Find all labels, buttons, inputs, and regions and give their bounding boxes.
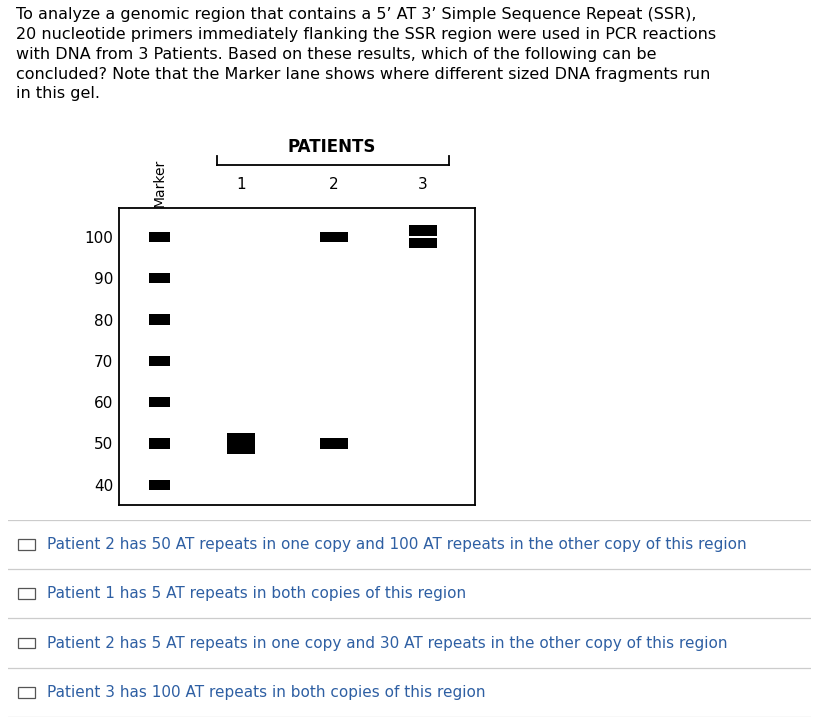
Bar [320, 438, 348, 449]
Bar [149, 397, 170, 407]
Bar [149, 273, 170, 283]
Bar [149, 356, 170, 366]
Bar [320, 232, 348, 242]
FancyBboxPatch shape [18, 539, 35, 550]
FancyBboxPatch shape [18, 637, 35, 648]
Text: PATIENTS: PATIENTS [288, 138, 376, 156]
Bar [149, 314, 170, 325]
Text: 3: 3 [419, 178, 428, 192]
Text: Patient 3 has 100 AT repeats in both copies of this region: Patient 3 has 100 AT repeats in both cop… [47, 685, 485, 700]
Text: Patient 2 has 5 AT repeats in one copy and 30 AT repeats in the other copy of th: Patient 2 has 5 AT repeats in one copy a… [47, 635, 727, 650]
FancyBboxPatch shape [18, 589, 35, 599]
Text: Patient 1 has 5 AT repeats in both copies of this region: Patient 1 has 5 AT repeats in both copie… [47, 587, 466, 602]
Text: To analyze a genomic region that contains a 5’ AT 3’ Simple Sequence Repeat (SSR: To analyze a genomic region that contain… [16, 7, 717, 101]
Bar [149, 232, 170, 242]
Text: Patient 2 has 50 AT repeats in one copy and 100 AT repeats in the other copy of : Patient 2 has 50 AT repeats in one copy … [47, 537, 746, 552]
Bar [227, 433, 256, 454]
Bar [409, 225, 437, 236]
Bar [149, 438, 170, 449]
Text: 1: 1 [237, 178, 246, 192]
Bar [409, 238, 437, 248]
FancyBboxPatch shape [18, 687, 35, 698]
Bar [149, 480, 170, 490]
Text: 2: 2 [329, 178, 339, 192]
Text: Marker: Marker [152, 158, 166, 207]
